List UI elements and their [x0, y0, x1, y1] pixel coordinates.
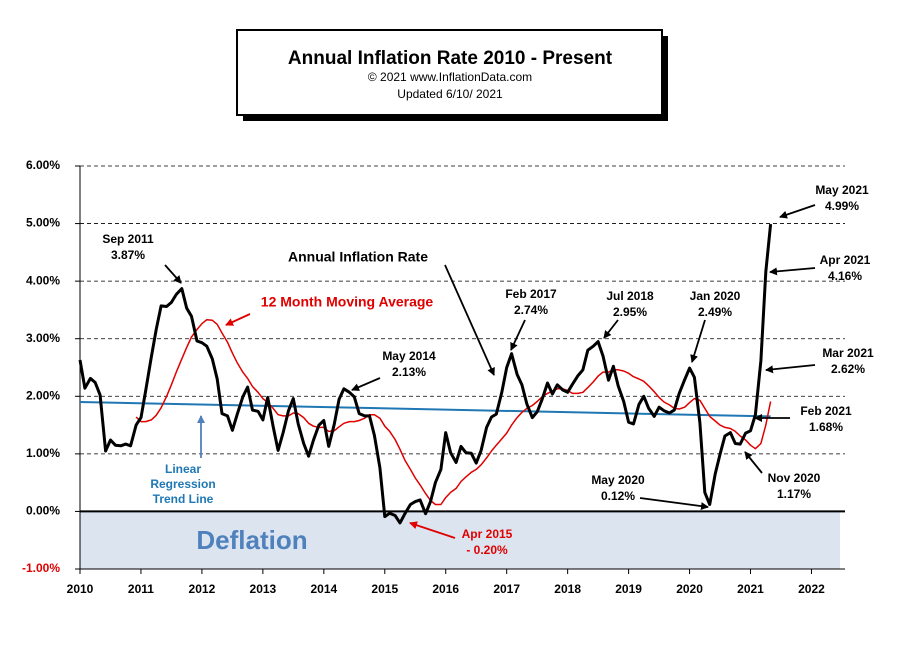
y-tick-label: 0.00%	[26, 504, 60, 518]
chart-subtitle: Updated 6/10/ 2021	[397, 87, 503, 101]
arrow	[225, 313, 251, 326]
series-line	[135, 318, 772, 506]
annotation: 2.49%	[698, 305, 732, 319]
arrow	[409, 521, 456, 539]
arrow	[765, 364, 816, 374]
arrow	[164, 264, 182, 284]
y-tick-label: 2.00%	[26, 388, 60, 402]
annotation: Jan 2020	[690, 289, 741, 303]
deflation-region	[80, 511, 840, 569]
arrow	[510, 319, 526, 351]
x-tick-label: 2019	[615, 582, 642, 596]
arrow	[603, 319, 619, 339]
y-tick-label: 5.00%	[26, 216, 60, 230]
annotation: - 0.20%	[466, 543, 508, 557]
x-tick-label: 2015	[371, 582, 398, 596]
annotation: 0.12%	[601, 489, 635, 503]
x-tick-label: 2018	[554, 582, 581, 596]
arrow	[444, 264, 495, 376]
title-box	[236, 29, 663, 116]
annotation: 2.62%	[831, 362, 865, 376]
y-tick-label: 4.00%	[26, 273, 60, 287]
arrow	[779, 204, 816, 219]
arrow	[690, 319, 706, 363]
annotation: Apr 2015	[462, 527, 513, 541]
trend-label: Linear Regression Trend Line	[150, 462, 216, 506]
annotation: 2.95%	[613, 305, 647, 319]
x-tick-label: 2017	[493, 582, 520, 596]
arrow	[351, 377, 381, 391]
annotation: May 2021	[815, 183, 869, 197]
annotation: Jul 2018	[606, 289, 654, 303]
x-tick-label: 2013	[250, 582, 277, 596]
region-label: Deflation	[196, 525, 307, 555]
x-tick-label: 2010	[67, 582, 94, 596]
x-tick-label: 2016	[432, 582, 459, 596]
y-tick-label: -1.00%	[22, 561, 60, 575]
annotation: 2.74%	[514, 303, 548, 317]
annotation: Sep 2011	[102, 232, 154, 246]
annotation: 2.13%	[392, 365, 426, 379]
x-tick-label: 2012	[189, 582, 216, 596]
series-label: 12 Month Moving Average	[261, 294, 434, 310]
annotation: Nov 2020	[768, 471, 821, 485]
x-tick-label: 2021	[737, 582, 764, 596]
annotation: May 2020	[591, 473, 645, 487]
arrow	[769, 267, 816, 276]
annotation: Mar 2021	[822, 346, 874, 360]
y-tick-label: 3.00%	[26, 331, 60, 345]
annotation: 4.99%	[825, 199, 859, 213]
x-tick-label: 2022	[798, 582, 825, 596]
annotation: May 2014	[382, 349, 436, 363]
y-tick-label: 1.00%	[26, 446, 60, 460]
annotation: 1.68%	[809, 420, 843, 434]
annotation: 4.16%	[828, 269, 862, 283]
arrow	[639, 497, 709, 511]
chart-title: Annual Inflation Rate 2010 - Present	[288, 48, 613, 69]
y-tick-label: 6.00%	[26, 158, 60, 172]
arrow	[744, 451, 763, 474]
x-tick-label: 2020	[676, 582, 703, 596]
annotation: Apr 2021	[820, 253, 871, 267]
series-line	[78, 223, 773, 525]
chart-subtitle: © 2021 www.InflationData.com	[368, 70, 532, 84]
series-label: Annual Inflation Rate	[288, 249, 428, 265]
x-tick-label: 2014	[310, 582, 337, 596]
annotation: 3.87%	[111, 248, 145, 262]
annotation: Feb 2017	[505, 287, 557, 301]
annotation: Feb 2021	[800, 404, 852, 418]
x-tick-label: 2011	[128, 582, 154, 596]
annotation: 1.17%	[777, 487, 811, 501]
